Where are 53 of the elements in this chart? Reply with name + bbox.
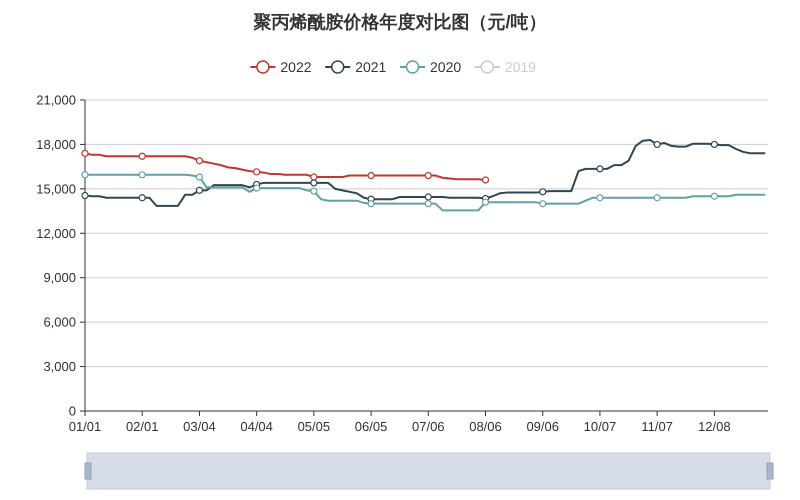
x-tick-label: 04/04 xyxy=(240,419,273,434)
point xyxy=(367,200,375,208)
point xyxy=(654,194,661,202)
y-tick-label: 0 xyxy=(68,404,76,418)
legend-label: 2021 xyxy=(355,59,387,75)
point xyxy=(654,140,661,148)
x-tick-label: 12/08 xyxy=(698,419,731,434)
x-tick-label: 07/06 xyxy=(412,419,445,434)
point xyxy=(482,198,490,206)
y-tick-label: 12,000 xyxy=(36,226,76,241)
point xyxy=(81,171,89,178)
point xyxy=(310,173,318,181)
point xyxy=(81,150,89,157)
x-tick-label: 11/07 xyxy=(641,419,673,434)
point xyxy=(310,187,318,195)
point xyxy=(424,193,432,201)
point xyxy=(253,184,260,192)
point xyxy=(138,152,146,160)
point xyxy=(710,140,718,148)
point xyxy=(596,194,604,202)
point xyxy=(196,173,204,181)
x-tick-label: 06/05 xyxy=(354,419,388,434)
legend-label: 2020 xyxy=(430,59,462,75)
x-tick-label: 02/01 xyxy=(126,419,158,434)
point xyxy=(138,171,146,178)
x-tick-label: 05/05 xyxy=(298,419,330,434)
point xyxy=(196,157,204,164)
x-tick-label: 09/06 xyxy=(526,419,559,434)
x-tick-label: 08/06 xyxy=(469,419,502,434)
x-tick-label: 03/04 xyxy=(183,419,216,434)
point xyxy=(138,194,146,202)
y-tick-label: 6,000 xyxy=(43,314,76,330)
y-tick-label: 3,000 xyxy=(43,359,76,374)
point xyxy=(482,176,490,184)
x-tick-label: 10/07 xyxy=(584,419,616,434)
point xyxy=(710,192,718,200)
point xyxy=(196,186,204,194)
point xyxy=(424,200,432,208)
y-tick-label: 18,000 xyxy=(36,136,76,152)
y-tick-label: 9,000 xyxy=(43,270,76,286)
point xyxy=(596,165,604,172)
point xyxy=(539,200,546,208)
x-tick-label: 01/01 xyxy=(68,419,102,434)
y-tick-label: 15,000 xyxy=(36,181,76,196)
point xyxy=(367,172,375,180)
point xyxy=(253,168,260,176)
point xyxy=(424,172,432,180)
point xyxy=(81,192,89,200)
chart-title: 聚丙烯酰胺价格年度对比图（元/吨） xyxy=(252,12,547,32)
y-tick-label: 21,000 xyxy=(36,92,76,108)
legend-label: 2022 xyxy=(280,59,312,75)
point xyxy=(539,188,546,196)
point xyxy=(310,179,318,187)
